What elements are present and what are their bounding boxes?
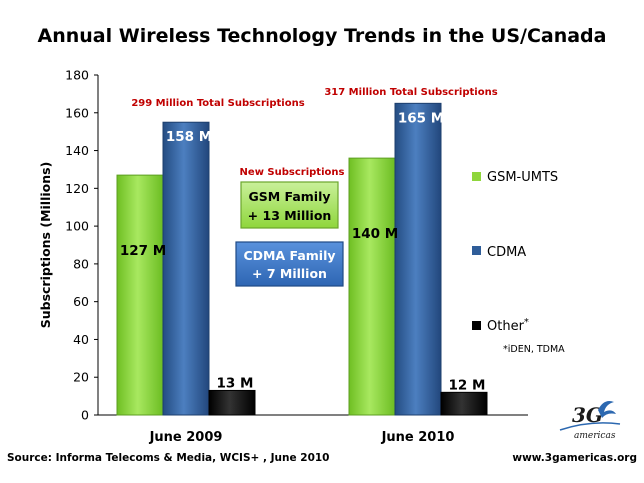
legend-swatch-cdma bbox=[472, 246, 481, 255]
cdma-family-label: CDMA Family bbox=[244, 248, 336, 263]
website-link[interactable]: www.3gamericas.org bbox=[512, 452, 637, 464]
legend-label-gsm: GSM-UMTS bbox=[487, 170, 558, 185]
bar-value-label: 12 M bbox=[449, 377, 486, 393]
y-tick-label: 40 bbox=[73, 332, 89, 347]
y-tick-label: 180 bbox=[65, 68, 89, 83]
bar-other bbox=[440, 391, 488, 416]
chart-title: Annual Wireless Technology Trends in the… bbox=[38, 25, 607, 47]
y-tick-label: 60 bbox=[73, 294, 89, 309]
3g-americas-logo: 3G americas bbox=[559, 401, 621, 441]
total-2009: 299 Million Total Subscriptions bbox=[131, 98, 304, 109]
bars bbox=[116, 102, 488, 416]
y-tick-label: 160 bbox=[65, 105, 89, 120]
gsm-family-value: + 13 Million bbox=[248, 208, 332, 223]
bar-value-label: 140 M bbox=[352, 226, 398, 242]
bar-value-label: 158 M bbox=[166, 129, 212, 145]
y-tick-label: 80 bbox=[73, 256, 89, 271]
legend-item-gsm: GSM-UMTS bbox=[472, 170, 558, 185]
logo-americas: americas bbox=[574, 431, 616, 441]
y-tick-label: 0 bbox=[81, 408, 89, 423]
logo-swoosh-icon bbox=[559, 422, 621, 431]
legend-item-other: Other* bbox=[472, 317, 529, 334]
bar-other bbox=[208, 389, 256, 416]
cdma-family-value: + 7 Million bbox=[252, 266, 327, 281]
legend-swatch-gsm bbox=[472, 172, 481, 181]
y-tick-label: 100 bbox=[65, 219, 89, 234]
bar-value-label: 13 M bbox=[217, 375, 254, 391]
bar-cdma bbox=[162, 121, 210, 416]
legend-label-cdma: CDMA bbox=[487, 245, 526, 260]
other-note: *iDEN, TDMA bbox=[503, 344, 565, 355]
legend: GSM-UMTS CDMA Other* *iDEN, TDMA bbox=[472, 170, 565, 355]
bar-value-label: 127 M bbox=[120, 243, 166, 259]
other-asterisk: * bbox=[524, 317, 529, 328]
gsm-family-label: GSM Family bbox=[248, 189, 330, 204]
legend-item-cdma: CDMA bbox=[472, 245, 526, 260]
y-tick-label: 140 bbox=[65, 143, 89, 158]
y-tick-label: 20 bbox=[73, 370, 89, 385]
x-axis: June 2009 June 2010 bbox=[149, 430, 455, 445]
bar-cdma bbox=[394, 102, 442, 416]
legend-swatch-other bbox=[472, 321, 481, 330]
new-subscriptions-heading: New Subscriptions bbox=[240, 167, 345, 178]
gsm-family-box: GSM Family + 13 Million bbox=[240, 181, 339, 229]
bar-value-label: 165 M bbox=[398, 110, 444, 126]
legend-label-other: Other* bbox=[487, 317, 529, 334]
x-tick-label: June 2010 bbox=[381, 430, 455, 445]
bar-labels: 127 M 158 M 13 M 140 M 165 M 12 M bbox=[120, 110, 486, 393]
y-axis: 0 20 40 60 80 100 120 140 160 180 bbox=[65, 68, 528, 423]
bar-gsm-umts bbox=[348, 157, 396, 416]
y-axis-label: Subscriptions (Millions) bbox=[38, 162, 53, 329]
bar-gsm-umts bbox=[116, 174, 164, 416]
source-note: Source: Informa Telecoms & Media, WCIS+ … bbox=[7, 452, 330, 464]
y-tick-label: 120 bbox=[65, 181, 89, 196]
x-tick-label: June 2009 bbox=[149, 430, 223, 445]
total-2010: 317 Million Total Subscriptions bbox=[324, 87, 497, 98]
logo-bird-icon bbox=[598, 401, 616, 418]
cdma-family-box: CDMA Family + 7 Million bbox=[235, 241, 344, 287]
